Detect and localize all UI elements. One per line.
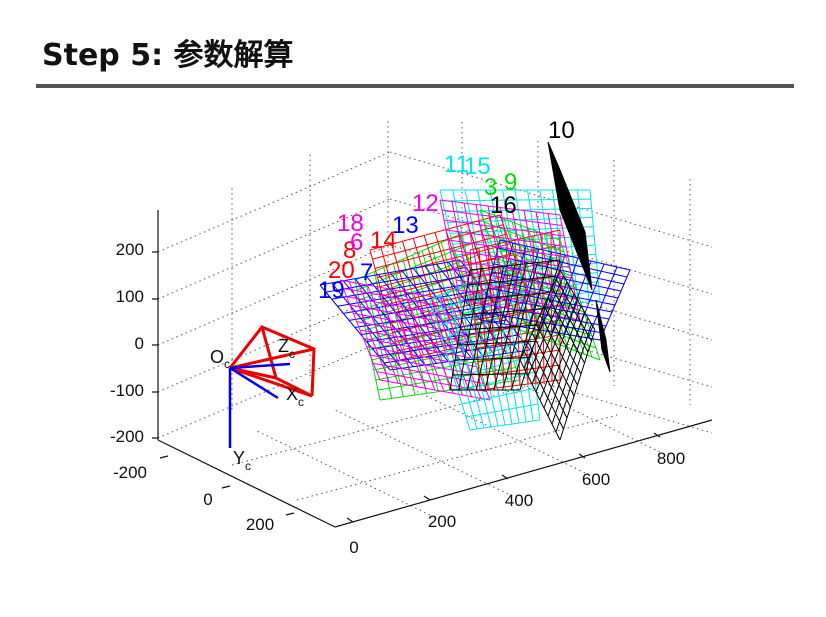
camera-frustum-edge <box>228 325 316 397</box>
grid-line <box>389 198 713 295</box>
depth-axis-ticks: -200 0 200 <box>113 463 274 534</box>
vertical-tick-label: -200 <box>110 427 144 446</box>
vertical-tick-label: -100 <box>110 381 144 400</box>
camera-frustum-edge <box>229 347 315 370</box>
board-labels: 10 11 15 3 9 16 12 18 13 14 8 6 20 7 19 <box>318 117 575 304</box>
depth-tick-label: 0 <box>203 490 212 509</box>
grid-line <box>157 151 391 253</box>
board-label: 14 <box>370 227 397 254</box>
vertical-tick-label: 0 <box>135 334 144 353</box>
board-mesh <box>449 259 561 391</box>
board-label: 18 <box>337 210 364 237</box>
board-label: 8 <box>343 237 356 264</box>
board-label: 12 <box>412 190 439 217</box>
horizontal-axis-tick <box>578 453 586 459</box>
camera-frame-labels: Oc Zc Xc Yc <box>210 336 304 473</box>
vertical-axis-ticks: 200 100 0 -100 -200 <box>110 240 144 446</box>
board-label: 20 <box>328 257 355 284</box>
depth-axis-tick <box>285 512 295 516</box>
board-mesh <box>429 259 541 431</box>
board-mesh <box>439 199 581 321</box>
horizontal-tick-label: 400 <box>505 491 533 510</box>
board-mesh <box>519 269 596 441</box>
title-divider <box>36 84 794 88</box>
grid-line <box>296 414 618 501</box>
camera-x-axis <box>229 366 279 400</box>
board-label: 9 <box>504 169 517 196</box>
camera-y-axis-label: Yc <box>233 448 251 473</box>
board-label: 10 <box>548 117 575 144</box>
camera-origin-label: Oc <box>210 347 230 371</box>
horizontal-axis-tick <box>346 517 354 523</box>
depth-axis-line <box>157 439 336 528</box>
board-label: 13 <box>392 212 419 239</box>
grid-line <box>332 408 509 495</box>
depth-tick-label: 200 <box>246 515 274 534</box>
board-mesh-edge-on <box>595 299 611 373</box>
grid-line <box>389 151 713 248</box>
horizontal-tick-label: 600 <box>582 470 610 489</box>
board-label: 19 <box>318 277 345 304</box>
camera-frame <box>228 325 316 448</box>
horizontal-axis-tick <box>501 474 509 480</box>
horizontal-axis-tick <box>423 495 431 501</box>
board-label: 7 <box>360 259 373 286</box>
depth-tick-label: -200 <box>113 463 147 482</box>
camera-z-axis <box>229 362 291 370</box>
horizontal-tick-label: 0 <box>349 538 358 557</box>
depth-axis-tick <box>221 485 231 489</box>
depth-axis-tick <box>159 455 169 459</box>
board-label: 15 <box>464 153 491 180</box>
board-mesh-edge-on <box>547 141 593 291</box>
board-label: 11 <box>444 151 469 178</box>
calibration-boards <box>319 141 631 441</box>
slide-title: Step 5: 参数解算 <box>42 38 294 73</box>
board-label: 3 <box>484 174 497 201</box>
camera-x-axis-label: Xc <box>286 384 304 409</box>
horizontal-axis-ticks: 0 200 400 600 800 <box>349 449 685 557</box>
horizontal-axis-tick <box>653 432 661 438</box>
grid-line <box>157 337 391 439</box>
plot-axes <box>152 210 713 528</box>
board-label: 6 <box>350 229 363 256</box>
vertical-tick-label: 100 <box>116 287 144 306</box>
grid-line <box>389 291 713 388</box>
grid-line <box>157 198 391 300</box>
horizontal-tick-label: 200 <box>428 512 456 531</box>
board-mesh <box>339 279 491 401</box>
vertical-tick-label: 200 <box>116 240 144 259</box>
grid-line <box>254 429 431 516</box>
board-label: 16 <box>490 192 517 219</box>
camera-z-axis-label: Zc <box>278 336 295 361</box>
horizontal-tick-label: 800 <box>657 449 685 468</box>
camera-frustum-edge <box>229 366 313 398</box>
horizontal-axis-line <box>334 419 713 528</box>
grid-line <box>157 244 391 346</box>
